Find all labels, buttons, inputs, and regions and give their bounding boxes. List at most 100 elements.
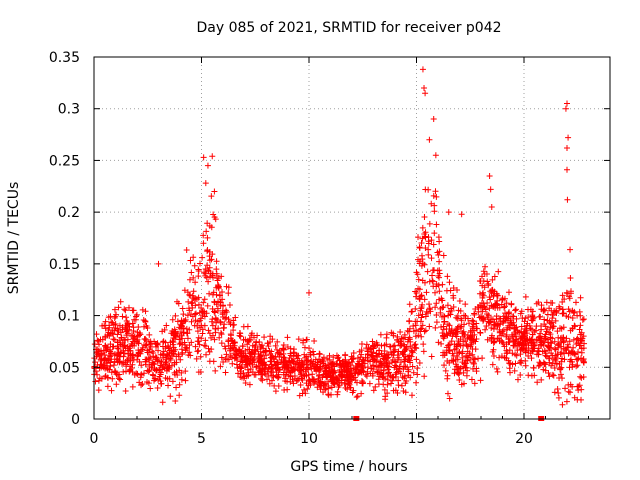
data-point bbox=[138, 371, 145, 378]
data-point bbox=[346, 366, 353, 373]
data-point bbox=[159, 366, 166, 373]
chart-title: Day 085 of 2021, SRMTID for receiver p04… bbox=[196, 20, 501, 36]
data-point bbox=[331, 381, 338, 388]
data-point bbox=[169, 341, 176, 348]
data-point bbox=[358, 390, 365, 397]
data-point bbox=[221, 324, 228, 331]
data-point bbox=[242, 336, 249, 343]
data-point bbox=[446, 326, 453, 333]
data-point bbox=[394, 333, 401, 340]
y-tick-label: 0.35 bbox=[49, 50, 80, 66]
data-point bbox=[557, 371, 564, 378]
data-point bbox=[144, 324, 151, 331]
data-point bbox=[433, 311, 440, 318]
data-point bbox=[153, 354, 160, 361]
data-point bbox=[154, 340, 161, 347]
data-point bbox=[428, 200, 435, 207]
data-point bbox=[567, 275, 574, 282]
data-point bbox=[196, 260, 203, 267]
data-point bbox=[565, 134, 572, 141]
data-point bbox=[342, 376, 349, 383]
data-point bbox=[265, 343, 272, 350]
data-point bbox=[566, 293, 573, 300]
data-point bbox=[280, 360, 287, 367]
data-point bbox=[143, 337, 150, 344]
data-point bbox=[380, 355, 387, 362]
data-point bbox=[569, 358, 576, 365]
data-point bbox=[248, 349, 255, 356]
data-point bbox=[227, 321, 234, 328]
data-point bbox=[412, 322, 419, 329]
data-point bbox=[503, 331, 510, 338]
data-point bbox=[549, 371, 556, 378]
data-point bbox=[397, 329, 404, 336]
data-point bbox=[202, 343, 209, 350]
data-point bbox=[156, 373, 163, 380]
data-point bbox=[529, 331, 536, 338]
data-point bbox=[550, 372, 557, 379]
data-point bbox=[509, 361, 516, 368]
data-point bbox=[109, 375, 116, 382]
data-point bbox=[322, 371, 329, 378]
data-point bbox=[159, 399, 166, 406]
data-point bbox=[480, 268, 487, 275]
data-point bbox=[153, 341, 160, 348]
data-point bbox=[549, 335, 556, 342]
data-point bbox=[442, 367, 449, 374]
data-point bbox=[565, 381, 572, 388]
data-point bbox=[384, 373, 391, 380]
data-point bbox=[160, 363, 167, 370]
data-point bbox=[208, 193, 215, 200]
data-point bbox=[178, 376, 185, 383]
data-point bbox=[509, 313, 516, 320]
data-point bbox=[171, 331, 178, 338]
data-point bbox=[479, 304, 486, 311]
data-point bbox=[342, 356, 349, 363]
data-point bbox=[574, 356, 581, 363]
data-point bbox=[329, 376, 336, 383]
data-point bbox=[200, 154, 207, 161]
data-point bbox=[206, 348, 213, 355]
data-point bbox=[570, 344, 577, 351]
data-point bbox=[108, 350, 115, 357]
data-point bbox=[137, 331, 144, 338]
data-point bbox=[344, 373, 351, 380]
data-point bbox=[286, 358, 293, 365]
data-point bbox=[410, 322, 417, 329]
data-point bbox=[555, 390, 562, 397]
data-point bbox=[338, 368, 345, 375]
data-point bbox=[422, 327, 429, 334]
data-point bbox=[306, 289, 312, 296]
data-point bbox=[152, 375, 159, 382]
x-tick-label: 5 bbox=[197, 431, 206, 447]
data-point bbox=[258, 375, 265, 382]
data-point bbox=[95, 338, 102, 345]
data-point bbox=[265, 372, 272, 379]
data-point bbox=[122, 388, 129, 395]
data-point bbox=[376, 347, 382, 354]
data-point bbox=[464, 335, 471, 342]
data-point bbox=[310, 348, 317, 355]
data-point bbox=[550, 323, 557, 330]
data-point bbox=[280, 345, 287, 352]
data-point bbox=[155, 260, 162, 267]
data-point bbox=[217, 363, 224, 370]
data-point bbox=[409, 349, 416, 356]
data-point bbox=[512, 306, 519, 313]
data-point bbox=[135, 349, 142, 356]
data-point bbox=[418, 292, 425, 299]
data-point bbox=[563, 347, 570, 354]
data-point bbox=[350, 387, 357, 394]
data-point bbox=[571, 308, 578, 315]
data-point bbox=[274, 338, 281, 345]
data-point bbox=[142, 335, 149, 342]
data-point bbox=[471, 360, 478, 367]
data-point bbox=[168, 362, 175, 369]
data-point bbox=[219, 288, 226, 295]
data-point bbox=[209, 153, 216, 160]
data-point bbox=[497, 315, 504, 322]
data-point bbox=[298, 358, 305, 365]
data-point bbox=[192, 279, 199, 286]
y-tick-label: 0.15 bbox=[49, 257, 80, 273]
